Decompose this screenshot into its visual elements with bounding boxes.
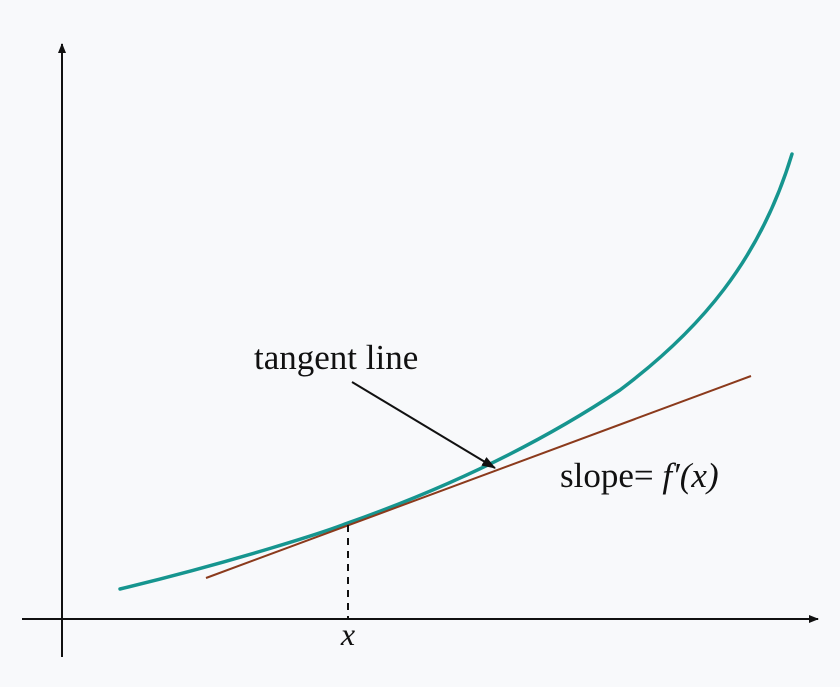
slope-expression: f′(x) [662,456,718,495]
x-tick-label: x [340,616,355,652]
label-pointer-arrow [351,381,496,469]
function-curve [118,152,794,591]
slope-label: slope= f′(x) [560,456,719,495]
tangent-line-label: tangent line [254,338,418,377]
tangent-line [205,375,752,579]
slope-prefix: slope= [560,456,662,495]
